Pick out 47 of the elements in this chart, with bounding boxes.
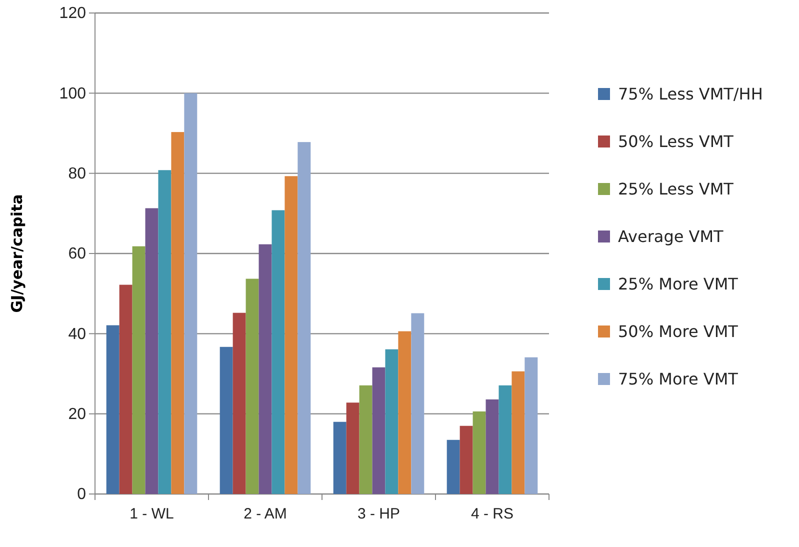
bar [398,331,412,494]
bar [446,440,460,494]
bar [359,385,372,494]
y-tick-label: 120 [59,5,86,22]
y-tick-label: 100 [59,85,86,102]
y-axis-title: GJ/year/capita [8,194,26,313]
bar [486,399,499,494]
bar [158,170,172,494]
legend-label: Average VMT [618,227,724,246]
bar [272,210,285,494]
bar [119,284,132,494]
y-tick-label: 80 [68,165,86,182]
y-tick-label: 60 [68,246,86,263]
bar [411,313,424,494]
bar [524,357,538,494]
bar [232,312,246,494]
bar [460,426,473,494]
x-tick-label: 1 - WL [130,506,174,523]
legend-label: 75% Less VMT/HH [618,84,763,104]
legend-label: 25% More VMT [618,274,738,294]
bar [472,411,486,494]
legend-label: 50% Less VMT [618,132,734,152]
bar [106,325,120,494]
bar [512,371,525,494]
bar [346,402,360,494]
bar [184,93,198,494]
bar [220,346,233,494]
bar [284,176,298,494]
bar [246,278,259,494]
bar [333,422,346,494]
bar [132,246,146,494]
legend-label: 25% Less VMT [618,180,734,199]
legend-label: 50% More VMT [618,322,738,342]
x-tick-label: 3 - HP [357,506,400,523]
y-tick-label: 40 [68,326,86,343]
bar [372,367,386,494]
bar [171,132,184,494]
bar [298,142,311,494]
y-tick-label: 0 [77,486,86,504]
bar [385,349,398,494]
bar [258,244,272,494]
bar [145,208,158,494]
legend-label: 75% More VMT [618,370,738,389]
x-tick-label: 2 - AM [244,506,287,523]
x-tick-label: 4 - RS [470,506,514,523]
bar [498,385,512,494]
y-tick-label: 20 [68,406,86,423]
